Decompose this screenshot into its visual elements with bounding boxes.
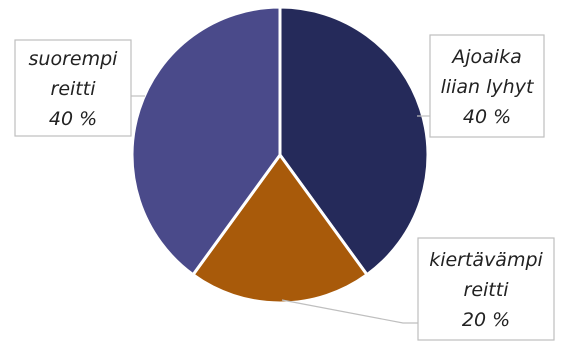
data-label-text: Ajoaika [450,46,521,68]
data-label-text: reitti [464,279,510,301]
pie-slices [130,5,430,305]
data-label-text: reitti [51,78,97,100]
leader-line [281,299,418,324]
callout-box [14,39,132,137]
data-label-2: kiertävämpi reitti 20 % [281,237,555,341]
callout-box [429,34,545,138]
data-label-3: suorempi reitti 40 % [14,39,145,137]
pie-slice-2 [190,152,370,305]
callouts: Ajoaika liian lyhyt 40 % kiertävämpi reitti 2… [14,34,555,341]
data-label-text: kiertävämpi [429,249,543,271]
data-label-1: Ajoaika liian lyhyt 40 % [417,34,545,138]
data-label-value: 40 % [49,108,97,130]
data-label-text: liian lyhyt [441,76,535,98]
pie-slice-1 [278,5,430,277]
data-label-value: 40 % [463,106,511,128]
callout-box [417,237,555,341]
data-label-value: 20 % [462,309,510,331]
data-label-text: suorempi [29,48,119,70]
pie-slice-3 [130,5,282,277]
